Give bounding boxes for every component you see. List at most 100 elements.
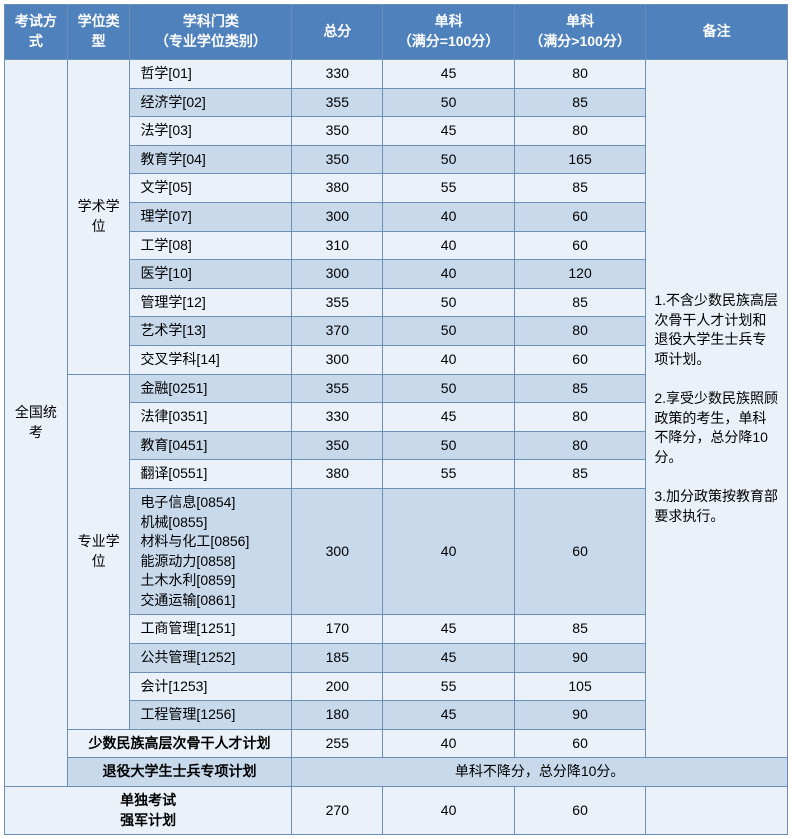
value-cell: 60 [514, 729, 646, 758]
subject-cell: 经济学[02] [130, 88, 292, 117]
value-cell: 60 [514, 231, 646, 260]
th-subject: 学科门类 （专业学位类别） [130, 5, 292, 60]
subject-cell: 工商管理[1251] [130, 615, 292, 644]
subject-cell: 法律[0351] [130, 403, 292, 432]
value-cell: 45 [383, 701, 515, 730]
table-row: 全国统考学术学位哲学[01]33045801.不含少数民族高层次骨干人才计划和退… [5, 60, 788, 89]
value-cell: 40 [383, 260, 515, 289]
value-cell: 60 [514, 202, 646, 231]
value-cell: 300 [292, 202, 383, 231]
value-cell: 45 [383, 644, 515, 673]
value-cell: 300 [292, 260, 383, 289]
retired-label: 退役大学生士兵专项计划 [67, 758, 292, 787]
exam-cell: 全国统考 [5, 60, 68, 787]
value-cell: 50 [383, 317, 515, 346]
value-cell: 45 [383, 60, 515, 89]
value-cell: 355 [292, 374, 383, 403]
retired-text: 单科不降分，总分降10分。 [292, 758, 788, 787]
subject-cell: 翻译[0551] [130, 460, 292, 489]
value-cell: 85 [514, 88, 646, 117]
value-cell: 330 [292, 403, 383, 432]
subject-cell: 工程管理[1256] [130, 701, 292, 730]
value-cell: 170 [292, 615, 383, 644]
th-note: 备注 [646, 5, 788, 60]
value-cell: 350 [292, 431, 383, 460]
value-cell: 50 [383, 145, 515, 174]
subject-cell: 电子信息[0854] 机械[0855] 材料与化工[0856] 能源动力[085… [130, 488, 292, 615]
value-cell: 50 [383, 431, 515, 460]
value-cell: 85 [514, 460, 646, 489]
value-cell: 55 [383, 460, 515, 489]
value-cell: 90 [514, 701, 646, 730]
note-cell: 1.不含少数民族高层次骨干人才计划和退役大学生士兵专项计划。 2.享受少数民族照… [646, 60, 788, 758]
subject-cell: 法学[03] [130, 117, 292, 146]
value-cell: 80 [514, 117, 646, 146]
blank-cell [646, 787, 788, 835]
value-cell: 380 [292, 174, 383, 203]
value-cell: 50 [383, 288, 515, 317]
th-sub2: 单科 （满分>100分） [514, 5, 646, 60]
value-cell: 355 [292, 288, 383, 317]
subject-cell: 哲学[01] [130, 60, 292, 89]
value-cell: 40 [383, 488, 515, 615]
value-cell: 50 [383, 374, 515, 403]
value-cell: 310 [292, 231, 383, 260]
value-cell: 40 [383, 202, 515, 231]
value-cell: 45 [383, 615, 515, 644]
subject-cell: 医学[10] [130, 260, 292, 289]
value-cell: 180 [292, 701, 383, 730]
value-cell: 370 [292, 317, 383, 346]
value-cell: 60 [514, 345, 646, 374]
header-row: 考试方式 学位类型 学科门类 （专业学位类别） 总分 单科 （满分=100分） … [5, 5, 788, 60]
subject-cell: 文学[05] [130, 174, 292, 203]
value-cell: 300 [292, 345, 383, 374]
value-cell: 85 [514, 174, 646, 203]
value-cell: 270 [292, 787, 383, 835]
score-table: 考试方式 学位类型 学科门类 （专业学位类别） 总分 单科 （满分=100分） … [4, 4, 788, 835]
subject-cell: 公共管理[1252] [130, 644, 292, 673]
value-cell: 105 [514, 672, 646, 701]
value-cell: 90 [514, 644, 646, 673]
value-cell: 350 [292, 117, 383, 146]
value-cell: 45 [383, 403, 515, 432]
value-cell: 300 [292, 488, 383, 615]
value-cell: 355 [292, 88, 383, 117]
subject-cell: 教育学[04] [130, 145, 292, 174]
value-cell: 50 [383, 88, 515, 117]
subject-cell: 艺术学[13] [130, 317, 292, 346]
value-cell: 185 [292, 644, 383, 673]
value-cell: 80 [514, 403, 646, 432]
value-cell: 255 [292, 729, 383, 758]
separate-exam-row: 单独考试 强军计划2704060 [5, 787, 788, 835]
value-cell: 350 [292, 145, 383, 174]
subject-cell: 管理学[12] [130, 288, 292, 317]
value-cell: 85 [514, 288, 646, 317]
value-cell: 60 [514, 488, 646, 615]
value-cell: 380 [292, 460, 383, 489]
subject-cell: 交叉学科[14] [130, 345, 292, 374]
value-cell: 40 [383, 345, 515, 374]
value-cell: 60 [514, 787, 646, 835]
value-cell: 55 [383, 672, 515, 701]
value-cell: 330 [292, 60, 383, 89]
table-body: 全国统考学术学位哲学[01]33045801.不含少数民族高层次骨干人才计划和退… [5, 60, 788, 835]
value-cell: 80 [514, 431, 646, 460]
value-cell: 45 [383, 117, 515, 146]
value-cell: 80 [514, 317, 646, 346]
subject-cell: 会计[1253] [130, 672, 292, 701]
subject-cell: 教育[0451] [130, 431, 292, 460]
retired-row: 退役大学生士兵专项计划单科不降分，总分降10分。 [5, 758, 788, 787]
value-cell: 120 [514, 260, 646, 289]
degree-academic-cell: 学术学位 [67, 60, 130, 375]
value-cell: 165 [514, 145, 646, 174]
subject-cell: 理学[07] [130, 202, 292, 231]
subject-cell: 工学[08] [130, 231, 292, 260]
value-cell: 40 [383, 787, 515, 835]
th-total: 总分 [292, 5, 383, 60]
separate-exam-label: 单独考试 强军计划 [5, 787, 292, 835]
value-cell: 55 [383, 174, 515, 203]
th-exam: 考试方式 [5, 5, 68, 60]
value-cell: 200 [292, 672, 383, 701]
th-degree: 学位类型 [67, 5, 130, 60]
value-cell: 85 [514, 615, 646, 644]
